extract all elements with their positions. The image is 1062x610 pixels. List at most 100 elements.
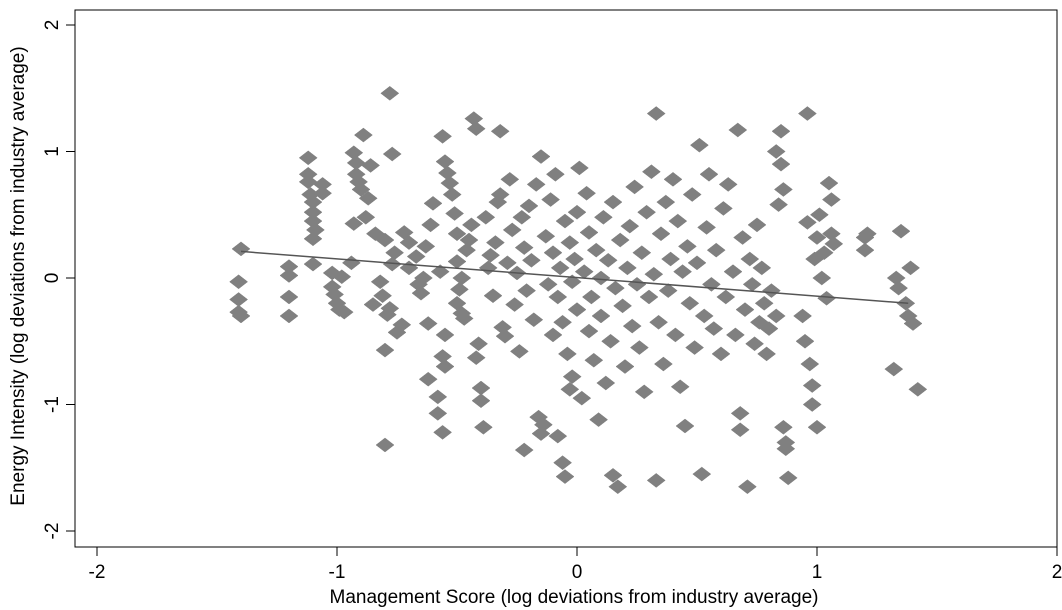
data-point <box>730 422 750 438</box>
data-point <box>610 232 630 248</box>
data-point <box>644 266 664 282</box>
data-point <box>567 302 587 317</box>
data-point <box>344 216 364 231</box>
data-point <box>461 217 481 233</box>
data-point <box>613 298 633 314</box>
data-point <box>620 218 640 234</box>
data-point <box>375 342 395 358</box>
data-point <box>358 190 378 206</box>
data-point <box>334 304 354 320</box>
data-point <box>442 187 462 202</box>
data-point <box>778 470 798 486</box>
data-point <box>855 242 875 258</box>
data-point <box>901 260 921 276</box>
data-point <box>766 308 786 324</box>
data-point <box>661 251 681 267</box>
data-point <box>773 419 793 435</box>
data-point <box>411 285 431 301</box>
data-point <box>497 255 517 271</box>
data-point <box>483 288 503 304</box>
data-point <box>445 206 465 221</box>
data-point <box>517 283 537 298</box>
data-point <box>812 270 832 286</box>
data-point <box>908 382 928 397</box>
data-point <box>589 412 609 427</box>
data-point <box>303 231 323 247</box>
data-point <box>723 264 743 279</box>
data-point <box>601 333 621 349</box>
data-point <box>706 242 726 258</box>
data-point <box>733 230 753 245</box>
data-point <box>725 327 745 343</box>
data-point <box>591 270 611 286</box>
data-point <box>485 235 505 250</box>
data-point <box>519 198 539 214</box>
data-point <box>495 328 515 344</box>
data-point <box>622 318 642 334</box>
data-point <box>298 150 318 166</box>
data-point <box>382 146 402 162</box>
data-point <box>562 274 582 290</box>
data-point <box>567 204 587 220</box>
data-point <box>646 473 666 488</box>
data-point <box>557 346 577 362</box>
data-point <box>505 297 525 312</box>
data-point <box>889 280 909 296</box>
data-point <box>639 289 659 305</box>
data-point <box>313 177 333 192</box>
data-point <box>793 308 813 324</box>
fit-line-group <box>240 250 909 305</box>
data-point <box>759 321 779 336</box>
data-point <box>797 106 817 121</box>
data-point <box>555 469 575 484</box>
data-point <box>380 85 400 101</box>
data-point <box>421 217 441 233</box>
data-point <box>466 350 486 366</box>
data-point <box>773 182 793 197</box>
data-point <box>689 137 709 153</box>
data-point <box>579 225 599 240</box>
data-point <box>466 121 486 137</box>
data-point <box>555 213 575 229</box>
data-point <box>457 242 477 258</box>
data-point <box>524 312 544 328</box>
data-point <box>375 232 395 248</box>
data-point <box>560 382 580 397</box>
data-point <box>740 251 760 267</box>
data-point <box>649 314 669 330</box>
data-point <box>428 406 448 421</box>
data-point <box>435 327 455 343</box>
data-point <box>593 209 613 225</box>
data-point <box>454 311 474 326</box>
data-point <box>584 352 604 368</box>
data-point <box>380 301 400 316</box>
data-point <box>579 323 599 339</box>
data-point <box>776 441 796 457</box>
y-tick-label: 0 <box>42 273 63 284</box>
data-point <box>598 252 618 268</box>
data-point <box>536 228 556 244</box>
data-point <box>757 346 777 362</box>
data-point <box>807 419 827 435</box>
data-point <box>430 264 450 279</box>
data-point <box>586 242 606 258</box>
data-point <box>807 230 827 245</box>
data-point <box>656 194 676 210</box>
data-point <box>303 256 323 272</box>
data-point <box>385 245 405 261</box>
data-point <box>514 240 534 255</box>
data-point <box>668 213 688 229</box>
data-point <box>903 316 923 331</box>
data-point <box>718 177 738 192</box>
data-point <box>716 289 736 305</box>
data-point <box>730 406 750 421</box>
data-point <box>382 256 402 272</box>
data-point <box>548 428 568 444</box>
data-point <box>857 226 877 242</box>
data-point <box>351 182 371 197</box>
data-point <box>800 356 820 372</box>
data-point <box>797 215 817 230</box>
data-point <box>687 255 707 271</box>
data-point <box>353 127 373 143</box>
data-point <box>231 308 251 324</box>
